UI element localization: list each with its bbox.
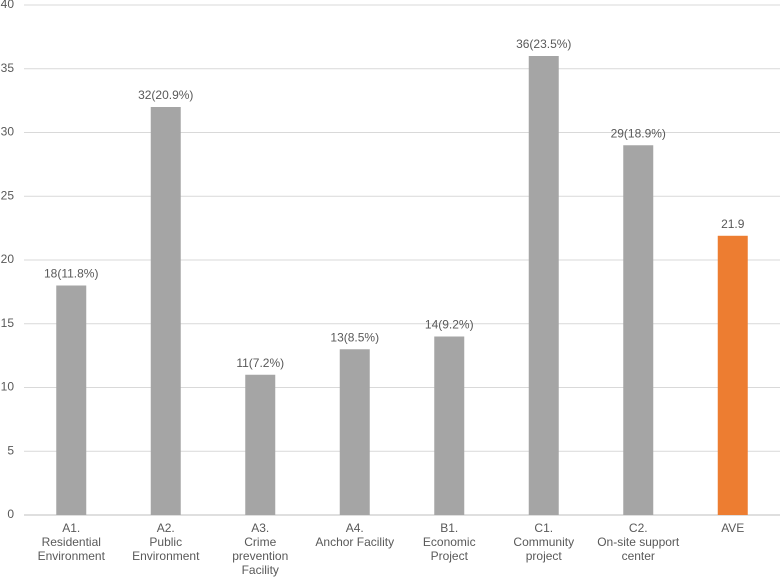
x-tick-label: C1. Community project	[513, 521, 575, 563]
y-tick-label: 25	[1, 188, 15, 202]
bar	[56, 285, 87, 515]
value-label: 14(9.2%)	[425, 318, 474, 332]
bar	[623, 145, 654, 515]
bar	[339, 349, 370, 515]
bar	[245, 374, 276, 515]
y-tick-label: 15	[1, 316, 15, 330]
value-label: 29(18.9%)	[611, 126, 666, 140]
y-tick-label: 5	[7, 443, 14, 457]
y-tick-label: 30	[1, 125, 15, 139]
value-label: 13(8.5%)	[330, 330, 379, 344]
x-tick-label: B1. Economic Project	[422, 521, 476, 563]
y-tick-label: 10	[1, 380, 15, 394]
bar	[434, 336, 465, 515]
value-label: 21.9	[721, 217, 745, 231]
x-tick-label: AVE	[721, 521, 745, 535]
x-tick-label: A3. Crime prevention Facility	[232, 521, 289, 577]
y-tick-label: 20	[1, 252, 15, 266]
y-tick-label: 0	[7, 507, 14, 521]
value-label: 18(11.8%)	[44, 267, 98, 281]
x-tick-label: A1. Residential Environment	[37, 521, 105, 563]
y-tick-label: 35	[1, 61, 15, 75]
bar	[717, 235, 748, 515]
x-tick-label: A4. Anchor Facility	[315, 521, 395, 549]
bar	[150, 107, 181, 515]
value-label: 36(23.5%)	[516, 37, 571, 51]
x-tick-label: C2. On-site support center	[597, 521, 680, 563]
bar	[528, 56, 559, 515]
value-label: 11(7.2%)	[236, 356, 284, 370]
value-label: 32(20.9%)	[138, 88, 193, 102]
x-tick-label: A2. Public Environment	[132, 521, 200, 563]
y-tick-label: 40	[1, 0, 15, 11]
